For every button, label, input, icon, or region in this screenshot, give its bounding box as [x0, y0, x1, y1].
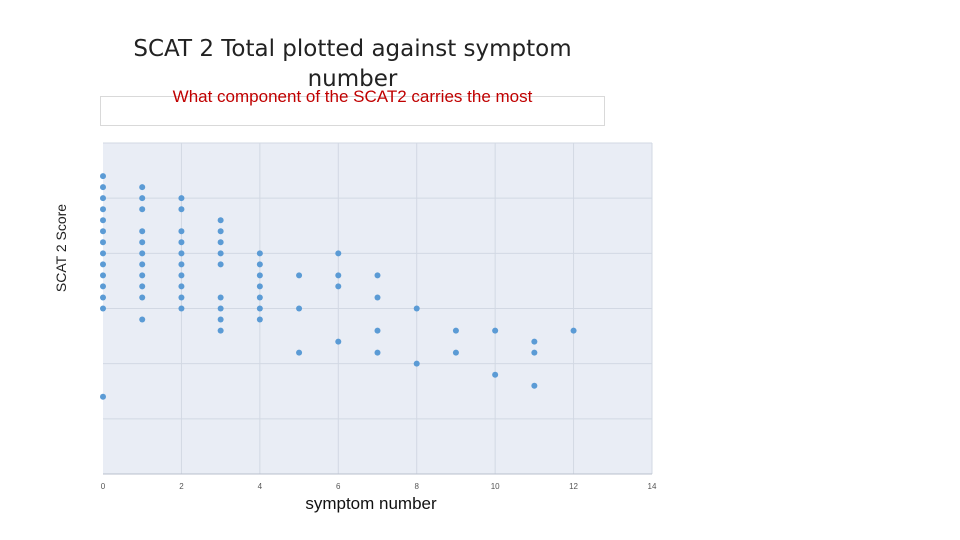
data-point: [217, 217, 224, 224]
x-tick-label: 0: [101, 482, 106, 491]
data-point: [100, 393, 106, 400]
data-point: [100, 305, 106, 312]
data-point: [256, 305, 263, 312]
data-point: [413, 305, 420, 312]
data-point: [374, 294, 381, 301]
data-point: [139, 250, 146, 257]
data-point: [296, 305, 303, 312]
data-point: [178, 228, 185, 235]
data-point: [100, 206, 106, 213]
data-point: [139, 272, 146, 279]
data-point: [335, 283, 342, 290]
data-point: [256, 316, 263, 323]
data-point: [374, 272, 381, 279]
data-point: [256, 250, 263, 257]
data-point: [100, 239, 106, 246]
data-point: [100, 261, 106, 268]
data-point: [452, 327, 459, 334]
data-point: [335, 250, 342, 257]
data-point: [178, 283, 185, 290]
data-point: [531, 382, 538, 389]
data-point: [178, 195, 185, 202]
data-point: [531, 349, 538, 356]
data-point: [374, 349, 381, 356]
data-point: [256, 283, 263, 290]
data-point: [217, 305, 224, 312]
data-point: [100, 294, 106, 301]
data-point: [100, 173, 106, 180]
data-point: [217, 239, 224, 246]
data-point: [374, 327, 381, 334]
data-point: [139, 261, 146, 268]
data-point: [139, 195, 146, 202]
x-tick-label: 6: [336, 482, 341, 491]
x-tick-label: 4: [258, 482, 263, 491]
x-tick-label: 14: [648, 482, 657, 491]
data-point: [100, 195, 106, 202]
x-tick-label: 10: [491, 482, 500, 491]
x-tick-label: 8: [414, 482, 419, 491]
y-axis-label: SCAT 2 Score: [53, 203, 69, 293]
data-point: [256, 294, 263, 301]
data-points: [100, 173, 577, 400]
data-point: [217, 261, 224, 268]
data-point: [178, 272, 185, 279]
data-point: [100, 283, 106, 290]
data-point: [531, 338, 538, 345]
data-point: [100, 184, 106, 191]
data-point: [492, 327, 499, 334]
data-point: [139, 294, 146, 301]
x-axis-label: symptom number: [305, 494, 437, 513]
data-point: [178, 261, 185, 268]
x-tick-label: 12: [569, 482, 578, 491]
data-point: [217, 250, 224, 257]
data-point: [178, 206, 185, 213]
x-tick-labels: 0 2 4 6 8 10 12 14: [101, 482, 657, 491]
data-point: [139, 206, 146, 213]
data-point: [217, 228, 224, 235]
data-point: [296, 272, 303, 279]
data-point: [335, 338, 342, 345]
data-point: [413, 360, 420, 367]
data-point: [139, 228, 146, 235]
data-point: [256, 261, 263, 268]
data-point: [178, 239, 185, 246]
subtitle-box: What component of the SCAT2 carries the …: [100, 87, 605, 126]
data-point: [178, 294, 185, 301]
data-point: [492, 371, 499, 378]
data-point: [100, 217, 106, 224]
data-point: [217, 294, 224, 301]
data-point: [139, 316, 146, 323]
data-point: [178, 305, 185, 312]
data-point: [139, 239, 146, 246]
data-point: [296, 349, 303, 356]
x-tick-label: 2: [179, 482, 184, 491]
data-point: [100, 228, 106, 235]
data-point: [335, 272, 342, 279]
data-point: [139, 283, 146, 290]
data-point: [256, 272, 263, 279]
data-point: [178, 250, 185, 257]
data-point: [452, 349, 459, 356]
data-point: [217, 327, 224, 334]
chart-title: SCAT 2 Total plotted against symptom num…: [133, 36, 572, 92]
data-point: [100, 272, 106, 279]
data-point: [139, 184, 146, 191]
data-point: [100, 250, 106, 257]
data-point: [217, 316, 224, 323]
data-point: [570, 327, 577, 334]
chart-subtitle: What component of the SCAT2 carries the …: [172, 87, 533, 106]
